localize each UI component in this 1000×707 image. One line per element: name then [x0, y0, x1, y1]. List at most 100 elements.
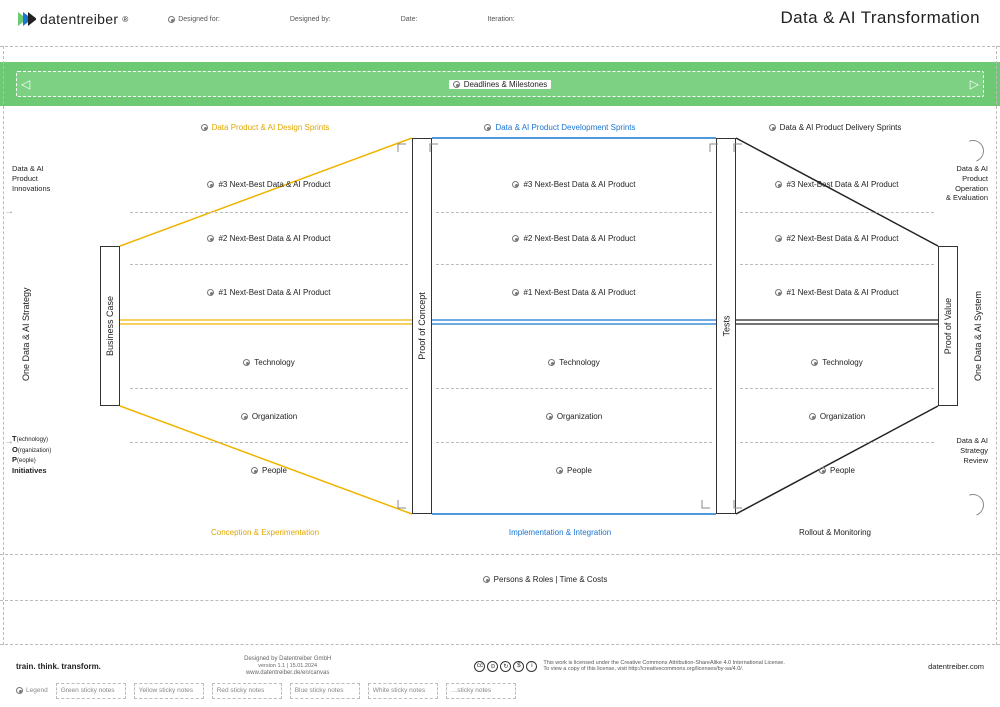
circle-icon	[512, 181, 519, 188]
header-fields: Designed for: Designed by: Date: Iterati…	[168, 16, 514, 23]
info-icon	[16, 687, 23, 694]
cc-nc-icon: $	[513, 661, 524, 672]
circle-icon	[251, 467, 258, 474]
loop-arrow-icon	[958, 490, 987, 519]
circle-icon	[546, 413, 553, 420]
circle-icon	[201, 124, 208, 131]
circle-icon	[819, 467, 826, 474]
divider	[996, 46, 997, 645]
timeline-inner: ◁ Deadlines & Milestones ▷	[16, 71, 984, 97]
circle-icon	[241, 413, 248, 420]
p3-r4: Technology	[740, 358, 934, 367]
sprint-dev: Data & AI Product Development Sprints	[410, 120, 710, 134]
legend-blue: Blue sticky notes	[290, 683, 360, 699]
divider	[130, 388, 408, 389]
divider	[436, 212, 712, 213]
logo-mark-icon	[16, 9, 36, 29]
divider	[436, 442, 712, 443]
timeline-label: Deadlines & Milestones	[449, 80, 552, 89]
p2-r5: Organization	[436, 412, 712, 421]
timeline-band: ◁ Deadlines & Milestones ▷	[0, 62, 1000, 106]
legend-white: White sticky notes	[368, 683, 438, 699]
vbox-business-case: Business Case	[100, 246, 120, 406]
right-axis-label: One Data & AI System	[973, 261, 983, 381]
phase-bottom-dev: Implementation & Integration	[410, 528, 710, 542]
legend-green: Green sticky notes	[56, 683, 126, 699]
circle-icon	[207, 235, 214, 242]
circle-icon	[484, 124, 491, 131]
p3-r6: People	[740, 466, 934, 475]
divider	[130, 264, 408, 265]
phase-bottom-labels: Conception & Experimentation Implementat…	[120, 528, 960, 542]
side-top-initiatives: T(echnology) O(rganization) P(eople) Ini…	[12, 434, 62, 476]
circle-icon	[811, 359, 818, 366]
footer-tagline: train. think. transform.	[16, 662, 101, 671]
p1-r3: #1 Next-Best Data & AI Product	[130, 288, 408, 297]
legend-dots: …sticky notes	[446, 683, 516, 699]
sprint-headers: Data Product & AI Design Sprints Data & …	[120, 120, 960, 134]
p3-r2: #2 Next-Best Data & AI Product	[740, 234, 934, 243]
circle-icon	[775, 181, 782, 188]
cc-sa-icon: ↻	[500, 661, 511, 672]
circle-icon	[483, 576, 490, 583]
p2-r1: #3 Next-Best Data & AI Product	[436, 180, 712, 189]
divider	[740, 388, 934, 389]
circle-icon	[556, 467, 563, 474]
phase1-col: #3 Next-Best Data & AI Product #2 Next-B…	[130, 136, 408, 617]
circle-icon	[512, 289, 519, 296]
target-icon	[168, 16, 175, 23]
phase-bottom-design: Conception & Experimentation	[120, 528, 410, 542]
field-iteration: Iteration:	[487, 16, 514, 23]
p3-r1: #3 Next-Best Data & AI Product	[740, 180, 934, 189]
main-diagram: One Data & AI Strategy One Data & AI Sys…	[0, 136, 1000, 617]
p1-r5: Organization	[130, 412, 408, 421]
sprint-design: Data Product & AI Design Sprints	[120, 120, 410, 134]
brand-name: datentreiber	[40, 11, 118, 27]
cc-by-icon: ⊙	[487, 661, 498, 672]
divider	[436, 388, 712, 389]
footer-credit: Designed by Datentreiber GmbH version 1.…	[244, 656, 331, 677]
logo: datentreiber ®	[16, 9, 128, 29]
divider	[0, 600, 1000, 601]
p1-r2: #2 Next-Best Data & AI Product	[130, 234, 408, 243]
field-designed-for: Designed for:	[168, 16, 220, 23]
field-designed-by: Designed by:	[290, 16, 331, 23]
vbox-pov: Proof of Value	[938, 246, 958, 406]
field-date: Date:	[401, 16, 418, 23]
p2-r3: #1 Next-Best Data & AI Product	[436, 288, 712, 297]
vbox-poc: Proof of Concept	[412, 138, 432, 514]
circle-icon	[207, 181, 214, 188]
phase2-col: #3 Next-Best Data & AI Product #2 Next-B…	[436, 136, 712, 617]
p1-r6: People	[130, 466, 408, 475]
circle-icon	[548, 359, 555, 366]
circle-icon	[809, 413, 816, 420]
legend-yellow: Yellow sticky notes	[134, 683, 204, 699]
persons-row: Persons & Roles | Time & Costs	[120, 572, 970, 586]
cc-nd-icon: i	[526, 661, 537, 672]
phase-bottom-delivery: Rollout & Monitoring	[710, 528, 960, 542]
divider	[740, 212, 934, 213]
p1-r4: Technology	[130, 358, 408, 367]
footer: train. think. transform. Designed by Dat…	[0, 652, 1000, 707]
brand-reg: ®	[122, 15, 128, 24]
p2-r4: Technology	[436, 358, 712, 367]
divider	[740, 442, 934, 443]
side-review: Data & AIStrategyReview	[933, 436, 988, 465]
circle-icon	[512, 235, 519, 242]
circle-icon	[243, 359, 250, 366]
divider	[130, 212, 408, 213]
cc-icons: cc ⊙ ↻ $ i	[474, 661, 537, 672]
footer-url: datentreiber.com	[928, 662, 984, 671]
clock-icon	[453, 81, 460, 88]
loop-arrow-icon	[958, 136, 987, 165]
divider	[740, 264, 934, 265]
divider	[130, 442, 408, 443]
divider	[0, 644, 1000, 645]
divider	[436, 264, 712, 265]
header: datentreiber ® Designed for: Designed by…	[0, 0, 1000, 38]
side-innovations: Data & AIProductInnovations	[12, 164, 62, 193]
page-title: Data & AI Transformation	[780, 8, 980, 28]
circle-icon	[775, 289, 782, 296]
phase3-col: #3 Next-Best Data & AI Product #2 Next-B…	[740, 136, 934, 617]
p3-r5: Organization	[740, 412, 934, 421]
